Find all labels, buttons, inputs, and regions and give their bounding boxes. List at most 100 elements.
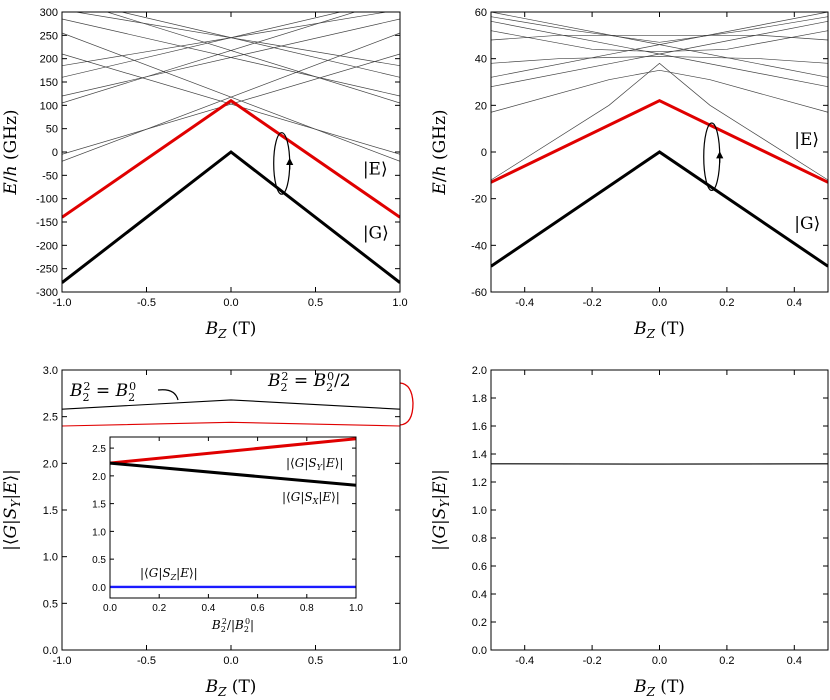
matrix-element-line-equal — [62, 399, 400, 410]
panel-top-right: -0.4 -0.2 0.0 0.2 0.4 -60 -40 -20 0 20 40 60 |E⟩ |G⟩ B… — [430, 7, 829, 341]
background-level-line — [491, 16, 828, 43]
y-tick-label: 2.5 — [43, 412, 58, 424]
y-tick-label: 1.4 — [472, 449, 487, 461]
y-tick-label: -60 — [471, 287, 487, 299]
y-tick-label: 60 — [475, 7, 487, 19]
x-tick-label: 0.8 — [300, 603, 314, 614]
y-tick-label: 0.8 — [472, 533, 487, 545]
inset-panel: 0.0 0.2 0.4 0.6 0.8 1.0 0.0 0.5 1.0 1.5 2.0 2.5 |⟨G|… — [92, 436, 363, 634]
y-tick-label: 300 — [40, 7, 58, 19]
y-tick-label: -20 — [471, 194, 487, 206]
label-leader-equal — [157, 389, 179, 401]
label-leader-half — [399, 382, 414, 426]
y-tick-label: 0.5 — [92, 555, 106, 566]
inset-series-label: |⟨G|SX|E⟩| — [282, 490, 340, 506]
plot-area — [62, 12, 400, 284]
panel-bottom-right: -0.4 -0.2 0.0 0.2 0.4 0.0 0.2 0.4 0.6 0.8 1.0 1.2 1.… — [430, 365, 829, 699]
x-tick-label: 0.0 — [652, 655, 667, 667]
y-tick-label: 2.5 — [92, 444, 106, 455]
inset-x-axis-label: B22/|B20| — [211, 617, 254, 634]
y-tick-label: 50 — [46, 124, 58, 136]
background-level-line — [491, 30, 828, 53]
x-tick-label: 0.5 — [308, 297, 323, 309]
y-tick-label: 2.0 — [472, 365, 487, 377]
y-axis-label: E/h (GHz) — [1, 109, 21, 195]
ground-state-label: |G⟩ — [794, 214, 820, 234]
background-level-line — [491, 55, 828, 64]
ground-state-label: |G⟩ — [363, 223, 389, 243]
plot-area — [62, 399, 400, 427]
x-tick-label: -0.4 — [515, 655, 534, 667]
y-tick-label: 0.0 — [92, 583, 106, 594]
inset-series-label: |⟨G|SZ|E⟩| — [140, 566, 198, 582]
x-tick-label: -1.0 — [53, 655, 72, 667]
panel-top-left: -1.0 -0.5 0.0 0.5 1.0 -300 -250 -200 -150 -100 -50… — [1, 7, 408, 341]
background-level-line — [62, 53, 400, 155]
ground-state-line — [62, 150, 400, 284]
x-tick-label: 0.0 — [223, 655, 238, 667]
excited-state-line — [491, 99, 828, 184]
x-tick-label: 0.6 — [251, 603, 265, 614]
y-tick-label: 40 — [475, 54, 487, 66]
y-tick-label: -150 — [36, 217, 58, 229]
x-axis-label: BZ (T) — [205, 677, 257, 699]
x-axis-label: BZ (T) — [205, 319, 257, 341]
background-level-line — [491, 69, 828, 113]
x-tick-label: 0.5 — [308, 655, 323, 667]
y-tick-label: 150 — [40, 77, 58, 89]
y-tick-label: 1.8 — [472, 393, 487, 405]
plot-frame — [109, 436, 357, 599]
y-tick-label: 1.5 — [43, 505, 58, 517]
y-tick-label: 0.0 — [43, 645, 58, 657]
matrix-element-line-half — [62, 421, 400, 427]
y-tick-label: 0.4 — [472, 589, 487, 601]
y-tick-label: 0.6 — [472, 561, 487, 573]
y-tick-label: 1.0 — [43, 552, 58, 564]
transition-loop — [703, 122, 721, 192]
y-tick-label: 1.0 — [472, 505, 487, 517]
y-tick-label: 2.0 — [43, 458, 58, 470]
plot-frame — [61, 369, 401, 651]
background-level-line — [491, 20, 828, 88]
y-tick-label: -50 — [42, 170, 58, 182]
y-tick-label: 250 — [40, 30, 58, 42]
x-tick-label: 0.2 — [719, 655, 734, 667]
x-tick-label: 1.0 — [392, 655, 407, 667]
x-tick-label: 1.0 — [392, 297, 407, 309]
background-level-line — [491, 12, 828, 78]
x-tick-label: 0.0 — [223, 297, 238, 309]
background-level-line — [120, 12, 400, 78]
y-tick-label: 200 — [40, 54, 58, 66]
y-axis-label: |⟨G|SY|E⟩| — [430, 469, 452, 551]
x-tick-label: -0.5 — [137, 297, 156, 309]
background-level-line — [62, 18, 400, 97]
background-level-line — [105, 12, 400, 104]
x-tick-label: 0.4 — [787, 297, 802, 309]
inset-line-ground — [109, 461, 357, 487]
excited-state-line — [62, 98, 400, 219]
series-label-equal: B22 = B20 — [69, 380, 136, 404]
x-tick-label: 0.4 — [787, 655, 802, 667]
y-tick-label: 1.6 — [472, 421, 487, 433]
y-tick-label: -100 — [36, 194, 58, 206]
y-tick-label: 0.2 — [472, 617, 487, 629]
y-tick-label: 0.0 — [472, 645, 487, 657]
x-tick-label: 1.0 — [349, 603, 363, 614]
y-tick-label: 1.0 — [92, 527, 106, 538]
inset-line-excited — [109, 437, 357, 465]
x-tick-label: 0.4 — [201, 603, 215, 614]
x-tick-label: -0.2 — [583, 297, 602, 309]
y-axis-label: E/h (GHz) — [430, 109, 450, 195]
background-level-line — [491, 34, 828, 41]
y-tick-label: 0 — [481, 147, 487, 159]
transition-loop — [273, 132, 291, 195]
y-tick-label: 1.5 — [92, 500, 106, 511]
plot-area — [491, 12, 828, 268]
y-tick-label: 0.5 — [43, 598, 58, 610]
x-axis-label: BZ (T) — [633, 319, 685, 341]
x-tick-label: -0.5 — [137, 655, 156, 667]
y-tick-label: 2.0 — [92, 472, 106, 483]
plot-frame — [490, 369, 829, 651]
excited-state-label: |E⟩ — [363, 159, 388, 179]
